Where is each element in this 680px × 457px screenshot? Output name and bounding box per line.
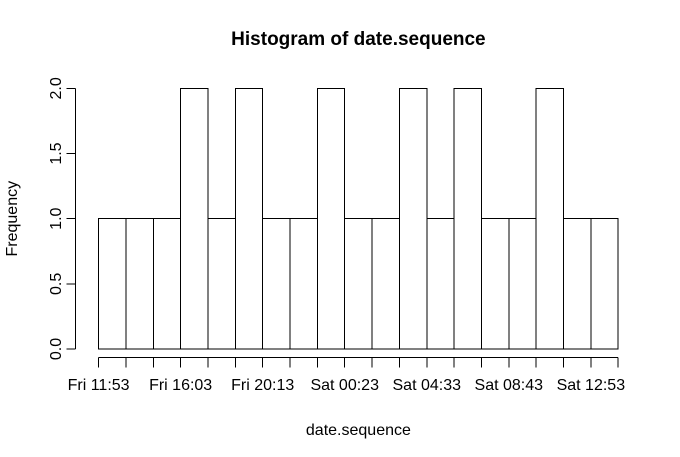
x-tick-label: Sat 12:53 — [557, 377, 626, 394]
histogram-bar — [590, 218, 619, 350]
histogram-bar — [453, 87, 482, 350]
histogram-bar — [180, 87, 209, 350]
histogram-bar — [563, 218, 592, 350]
histogram-bar — [316, 87, 346, 350]
axis-lines — [66, 87, 619, 368]
x-tick-label: Sat 08:43 — [475, 377, 544, 394]
histogram-bar — [125, 218, 154, 350]
histogram-bar — [152, 218, 182, 350]
axes-group: 0.0 0.5 1.0 1.5 2.0 Fri 11:53 Fri 16:03 Fri 20:… — [48, 77, 625, 394]
histogram-bar — [371, 218, 400, 350]
y-tick-label: 1.0 — [48, 207, 65, 229]
bars-group — [98, 87, 619, 350]
histogram-bar — [480, 218, 510, 350]
histogram-bar — [535, 87, 565, 350]
y-tick-label: 0.5 — [48, 273, 65, 295]
x-tick-label: Fri 11:53 — [68, 377, 130, 394]
chart-title: Histogram of date.sequence — [231, 29, 485, 50]
y-tick-label: 1.5 — [48, 142, 65, 164]
histogram-bar — [207, 218, 236, 350]
x-tick-label: Sat 00:23 — [310, 377, 379, 394]
histogram-bar — [289, 218, 318, 350]
histogram-bar — [508, 218, 537, 350]
histogram-bar — [344, 218, 373, 350]
histogram-bar — [262, 218, 291, 350]
y-axis-title: Frequency — [4, 181, 21, 257]
x-tick-label: Sat 04:33 — [393, 377, 462, 394]
y-tick-label: 0.0 — [48, 338, 65, 360]
x-tick-label: Fri 20:13 — [231, 377, 294, 394]
histogram-bar — [98, 218, 127, 350]
x-tick-label: Fri 16:03 — [149, 377, 212, 394]
histogram-bar — [234, 87, 264, 350]
histogram-bar — [398, 87, 428, 350]
y-tick-label: 2.0 — [48, 77, 65, 99]
histogram-bar — [426, 218, 455, 350]
x-axis-title: date.sequence — [306, 422, 411, 439]
